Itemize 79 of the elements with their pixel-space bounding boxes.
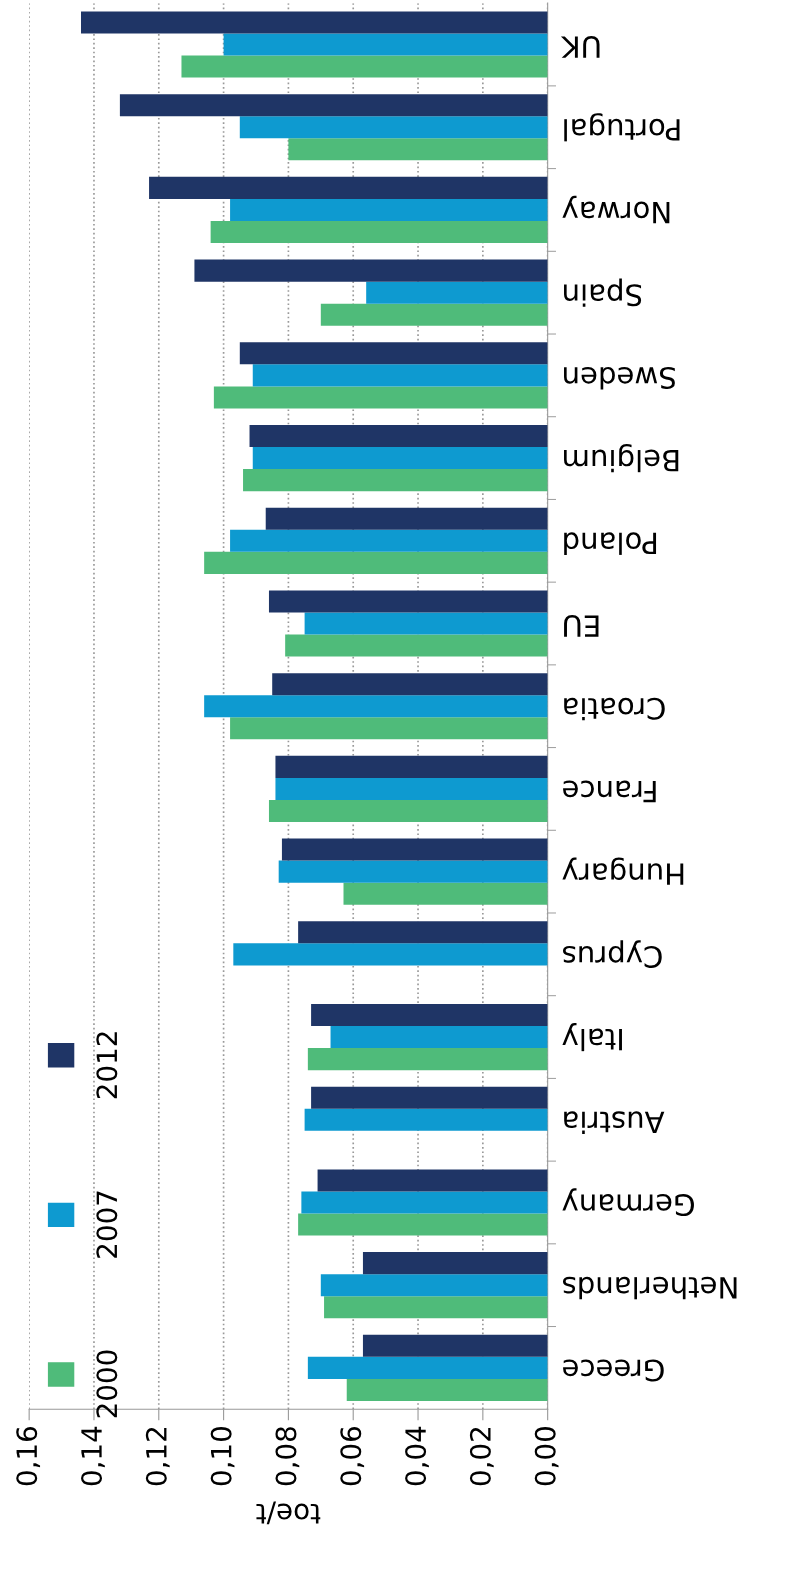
bar — [330, 1026, 548, 1049]
bar — [194, 259, 548, 282]
y-tick-label: Austria — [564, 1111, 665, 1134]
bar — [320, 1274, 548, 1297]
bar — [317, 1169, 548, 1192]
bar — [204, 551, 548, 574]
bar — [213, 386, 548, 409]
bar — [239, 342, 548, 365]
bar — [223, 33, 548, 56]
bar — [304, 612, 548, 635]
y-tick-label: Italy — [562, 1022, 622, 1052]
bar — [304, 1108, 548, 1131]
bar — [265, 507, 548, 530]
y-tick-label: Spain — [564, 278, 642, 307]
y-tick-label: Hungary — [562, 857, 684, 885]
bar — [285, 634, 548, 657]
y-tick-label: Croatia — [564, 697, 665, 721]
bar — [288, 138, 548, 161]
x-tick-label: 0,04 — [405, 1426, 429, 1486]
y-tick-label: Belgium — [564, 443, 679, 473]
bar — [230, 198, 548, 221]
y-tick-label: Netherlands — [562, 1276, 737, 1300]
bar — [307, 1356, 548, 1379]
x-tick-label: 0,08 — [275, 1427, 300, 1486]
y-tick-label: Greece — [563, 1359, 664, 1382]
bar — [230, 529, 548, 552]
bar — [268, 590, 548, 613]
bar — [81, 11, 548, 34]
bar — [343, 882, 548, 905]
x-tick-label: 0,00 — [534, 1427, 559, 1486]
bar — [239, 116, 548, 139]
x-tick-label: 0,10 — [210, 1427, 235, 1486]
bar — [230, 717, 548, 740]
y-tick-label: Norway — [562, 195, 670, 224]
bar — [278, 860, 548, 883]
bar — [252, 447, 548, 470]
bar — [249, 425, 548, 448]
y-tick-label: Portugal — [564, 113, 680, 142]
bar — [366, 281, 548, 304]
bar — [275, 777, 548, 800]
bar — [268, 799, 548, 823]
x-tick-label: 0,16 — [16, 1426, 41, 1486]
y-tick-label: UK — [560, 36, 600, 58]
bar — [281, 838, 548, 861]
x-axis-title: toe/t — [256, 1501, 321, 1525]
x-tick-label: 0,12 — [145, 1428, 170, 1486]
bar — [181, 55, 548, 78]
bar — [119, 94, 548, 117]
bar — [149, 176, 548, 199]
bar — [252, 364, 548, 387]
bar — [275, 755, 548, 778]
bar — [324, 1296, 548, 1319]
bar — [346, 1378, 548, 1401]
y-tick-label: France — [563, 780, 656, 803]
bar — [362, 1334, 548, 1357]
bar — [307, 1048, 548, 1071]
y-tick-label: EU — [564, 615, 599, 637]
y-tick-label: Sweden — [564, 366, 675, 390]
bar — [204, 695, 548, 718]
y-tick-label: Cyprus — [562, 940, 662, 968]
bar — [301, 1191, 548, 1214]
bar — [298, 1213, 548, 1236]
bar — [243, 469, 548, 492]
legend-label: 2007 — [96, 1191, 118, 1258]
bar — [311, 1003, 548, 1027]
legend-label: 2012 — [96, 1032, 118, 1099]
bar — [362, 1252, 548, 1275]
x-tick-label: 0,02 — [469, 1428, 494, 1486]
bar — [272, 673, 548, 696]
bar — [298, 921, 548, 944]
x-tick-label: 0,06 — [340, 1426, 365, 1486]
bar — [311, 1086, 548, 1109]
legend-label: 2000 — [96, 1350, 118, 1418]
bar — [320, 303, 548, 326]
bar — [210, 220, 548, 244]
bar — [233, 943, 548, 966]
y-tick-label: Germany — [562, 1188, 694, 1217]
y-tick-label: Poland — [564, 532, 657, 555]
x-tick-label: 0,14 — [81, 1426, 105, 1486]
